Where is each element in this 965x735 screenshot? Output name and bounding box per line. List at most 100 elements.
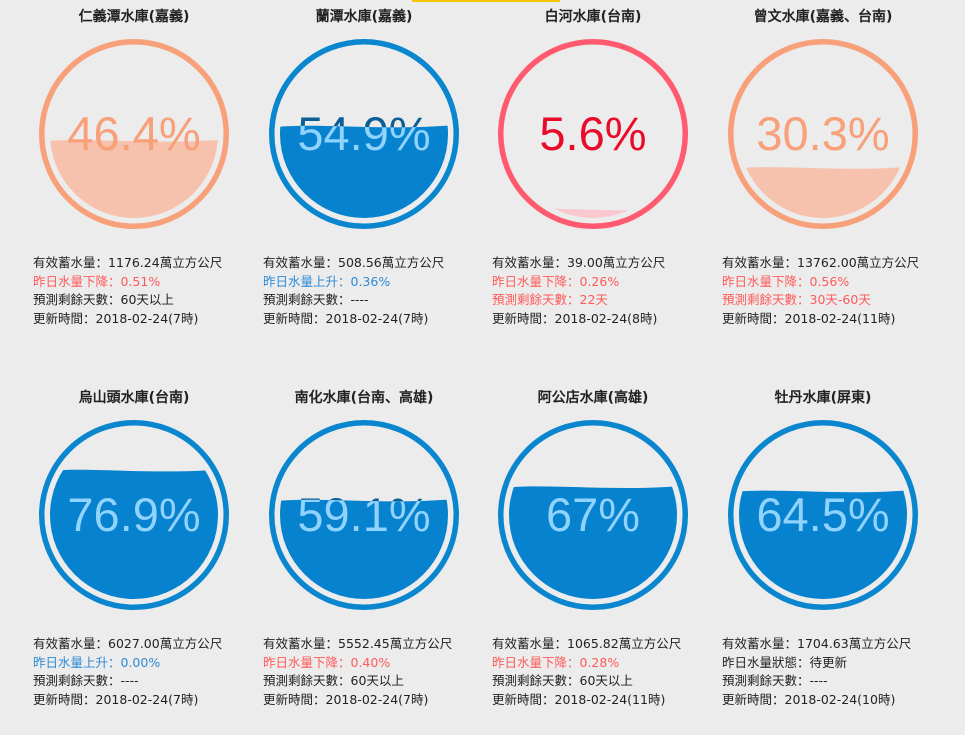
- forecast-label: 預測剩餘天數：: [492, 292, 580, 307]
- reservoir-info: 有效蓄水量：1176.24萬立方公尺 昨日水量下降：0.51% 預測剩餘天數：60天…: [33, 254, 245, 328]
- storage-line: 有效蓄水量：508.56萬立方公尺: [263, 254, 475, 273]
- update-line: 更新時間：2018-02-24(11時): [492, 691, 704, 710]
- change-line: 昨日水量狀態：待更新: [722, 654, 934, 673]
- storage-line: 有效蓄水量：13762.00萬立方公尺: [722, 254, 934, 273]
- reservoir-name: 阿公店水庫(高雄): [537, 390, 649, 406]
- change-line: 昨日水量上升：0.36%: [263, 273, 475, 292]
- change-text: 昨日水量上升：0.36%: [263, 273, 391, 289]
- change-line: 昨日水量下降：0.56%: [722, 273, 934, 292]
- update-value: 2018-02-24(11時): [554, 691, 666, 707]
- storage-line: 有效蓄水量：39.00萬立方公尺: [492, 254, 704, 273]
- forecast-line: 預測剩餘天數：60天以上: [263, 672, 475, 691]
- percent-label: 46.4%: [67, 107, 200, 160]
- storage-label: 有效蓄水量：: [263, 636, 339, 651]
- forecast-label: 預測剩餘天數：: [33, 673, 121, 688]
- update-line: 更新時間：2018-02-24(7時): [33, 310, 245, 329]
- update-line: 更新時間：2018-02-24(7時): [33, 691, 245, 710]
- update-line: 更新時間：2018-02-24(11時): [722, 310, 934, 329]
- reservoir-name: 南化水庫(台南、高雄): [294, 390, 434, 406]
- change-line: 昨日水量上升：0.00%: [33, 654, 245, 673]
- percent-label-back: 67%: [546, 488, 640, 541]
- reservoir-info: 有效蓄水量：508.56萬立方公尺 昨日水量上升：0.36% 預測剩餘天數：----…: [263, 254, 475, 328]
- percent-label-back: 5.6%: [539, 107, 646, 160]
- percent-label-back: 76.9%: [67, 488, 200, 541]
- update-label: 更新時間：: [492, 691, 555, 707]
- reservoir-name: 蘭潭水庫(嘉義): [315, 9, 413, 25]
- water-level-gauge: 30.3% 30.3%: [727, 38, 919, 230]
- storage-line: 有效蓄水量：1176.24萬立方公尺: [33, 254, 245, 273]
- reservoir-name: 牡丹水庫(屏東): [774, 390, 872, 406]
- update-value: 2018-02-24(7時): [95, 310, 199, 326]
- change-line: 昨日水量下降：0.40%: [263, 654, 475, 673]
- percent-label: 67%: [546, 488, 640, 541]
- gauge-ring: [269, 39, 459, 229]
- storage-label: 有效蓄水量：: [722, 636, 798, 651]
- change-text: 昨日水量下降：0.56%: [722, 273, 850, 289]
- update-value: 2018-02-24(10時): [784, 691, 896, 707]
- update-value: 2018-02-24(7時): [95, 691, 199, 707]
- percent-label-back: 59.1%: [297, 488, 430, 541]
- forecast-value: 22天: [579, 292, 608, 307]
- water-level-gauge: 46.4% 46.4%: [38, 38, 230, 230]
- storage-line: 有效蓄水量：1704.63萬立方公尺: [722, 635, 934, 654]
- percent-label: 54.9%: [297, 107, 430, 160]
- change-text: 昨日水量上升：0.00%: [33, 654, 161, 670]
- storage-value: 13762.00萬立方公尺: [797, 255, 920, 270]
- update-label: 更新時間：: [263, 310, 326, 326]
- reservoir-info: 有效蓄水量：39.00萬立方公尺 昨日水量下降：0.26% 預測剩餘天數：22天 更新…: [492, 254, 704, 328]
- reservoir-info: 有效蓄水量：13762.00萬立方公尺 昨日水量下降：0.56% 預測剩餘天數：30…: [722, 254, 934, 328]
- water-fill: [509, 485, 677, 599]
- storage-label: 有效蓄水量：: [33, 255, 109, 270]
- percent-label: 59.1%: [297, 488, 430, 541]
- storage-line: 有效蓄水量：1065.82萬立方公尺: [492, 635, 704, 654]
- storage-value: 1704.63萬立方公尺: [797, 636, 912, 651]
- storage-value: 6027.00萬立方公尺: [108, 636, 223, 651]
- gauge-ring: [498, 420, 688, 610]
- change-text: 昨日水量下降：0.40%: [263, 654, 391, 670]
- water-level-gauge: 67% 67%: [497, 419, 689, 611]
- water-level-gauge: 5.6% 5.6%: [497, 38, 689, 230]
- forecast-value: 30天-60天: [809, 292, 871, 307]
- forecast-label: 預測剩餘天數：: [33, 292, 121, 307]
- forecast-line: 預測剩餘天數：22天: [492, 291, 704, 310]
- water-fill: [739, 489, 907, 599]
- forecast-label: 預測剩餘天數：: [722, 292, 810, 307]
- change-line: 昨日水量下降：0.26%: [492, 273, 704, 292]
- water-level-gauge: 54.9% 54.9%: [268, 38, 460, 230]
- storage-line: 有效蓄水量：5552.45萬立方公尺: [263, 635, 475, 654]
- update-value: 2018-02-24(11時): [784, 310, 896, 326]
- gauge-ring: [39, 39, 229, 229]
- gauge-ring: [728, 39, 918, 229]
- forecast-line: 預測剩餘天數：60天以上: [33, 291, 245, 310]
- storage-label: 有效蓄水量：: [492, 255, 568, 270]
- reservoir-info: 有效蓄水量：5552.45萬立方公尺 昨日水量下降：0.40% 預測剩餘天數：60天…: [263, 635, 475, 709]
- storage-label: 有效蓄水量：: [33, 636, 109, 651]
- storage-label: 有效蓄水量：: [263, 255, 339, 270]
- update-label: 更新時間：: [722, 310, 785, 326]
- storage-value: 1065.82萬立方公尺: [567, 636, 682, 651]
- update-value: 2018-02-24(7時): [325, 310, 429, 326]
- update-label: 更新時間：: [722, 691, 785, 707]
- change-text: 昨日水量狀態：待更新: [722, 654, 848, 670]
- forecast-label: 預測剩餘天數：: [263, 673, 351, 688]
- update-value: 2018-02-24(8時): [554, 310, 658, 326]
- forecast-value: 60天以上: [350, 673, 404, 688]
- forecast-value: ----: [120, 673, 139, 688]
- reservoir-name: 烏山頭水庫(台南): [78, 390, 190, 406]
- forecast-label: 預測剩餘天數：: [263, 292, 351, 307]
- percent-label-back: 64.5%: [756, 488, 889, 541]
- reservoir-name: 白河水庫(台南): [544, 9, 642, 25]
- percent-label: 76.9%: [67, 488, 200, 541]
- water-fill: [280, 498, 448, 599]
- update-line: 更新時間：2018-02-24(8時): [492, 310, 704, 329]
- update-line: 更新時間：2018-02-24(7時): [263, 310, 475, 329]
- water-level-gauge: 59.1% 59.1%: [268, 419, 460, 611]
- reservoir-info: 有效蓄水量：1065.82萬立方公尺 昨日水量下降：0.28% 預測剩餘天數：60天…: [492, 635, 704, 709]
- reservoir-info: 有效蓄水量：6027.00萬立方公尺昨日水量上升：0.00% 預測剩餘天數：---…: [33, 635, 245, 709]
- reservoir-name: 曾文水庫(嘉義、台南): [753, 9, 893, 25]
- change-text: 昨日水量下降：0.51%: [33, 273, 161, 289]
- percent-label: 64.5%: [756, 488, 889, 541]
- gauge-ring: [498, 39, 688, 229]
- update-label: 更新時間：: [263, 691, 326, 707]
- update-value: 2018-02-24(7時): [325, 691, 429, 707]
